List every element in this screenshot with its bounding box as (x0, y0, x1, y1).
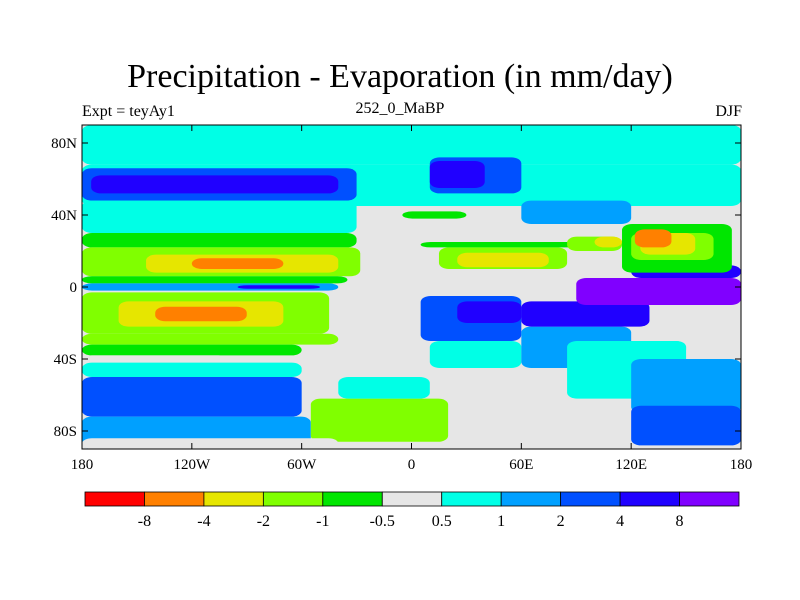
x-tick-label: 60W (287, 457, 317, 473)
colorbar-box (560, 491, 621, 507)
colorbar-label: -2 (257, 513, 270, 530)
field-region (310, 398, 449, 442)
x-tick-label: 180 (71, 457, 94, 473)
x-tick-label: 0 (408, 457, 416, 473)
field-region (82, 344, 302, 356)
field-region (155, 306, 247, 322)
colorbar-box (381, 491, 443, 507)
field-region (576, 278, 741, 305)
colorbar-label: -1 (316, 513, 329, 530)
field-region (82, 200, 357, 233)
colorbar-box (322, 491, 383, 507)
colorbar-box (144, 491, 205, 507)
field-region (82, 377, 302, 417)
colorbar-label: -8 (138, 513, 151, 530)
field-region (402, 211, 467, 219)
field-region (82, 438, 339, 449)
colorbar-box (619, 491, 680, 507)
field-region (634, 229, 672, 248)
field-region (594, 341, 687, 356)
chart-title: Precipitation - Evaporation (in mm/day) (127, 58, 673, 95)
colorbar-label: -4 (197, 513, 210, 530)
colorbar-label: 0.5 (432, 513, 452, 530)
field-region (82, 233, 357, 248)
field-region (338, 377, 430, 399)
field-region (429, 161, 485, 188)
x-tick-label: 120W (173, 457, 211, 473)
field-region (631, 405, 741, 446)
colorbar-label: 2 (557, 513, 565, 530)
y-tick-label: 40S (54, 352, 77, 368)
colorbar-label: 8 (676, 513, 684, 530)
field-region (594, 236, 623, 248)
y-tick-label: 80S (54, 424, 77, 440)
field-region (521, 301, 650, 327)
field-region (429, 341, 522, 368)
colorbar-box (500, 491, 562, 507)
field-region (631, 359, 741, 413)
field-region (82, 125, 741, 165)
field-region (521, 200, 632, 224)
x-tick-label: 60E (509, 457, 533, 473)
x-tick-label: 180 (730, 457, 753, 473)
x-tick-label: 120E (615, 457, 647, 473)
colorbar-box (84, 491, 145, 507)
y-tick-label: 40N (51, 208, 77, 224)
field-region (82, 362, 302, 377)
y-tick-label: 0 (70, 280, 78, 296)
colorbar-label: 1 (497, 513, 505, 530)
field-region (457, 301, 522, 323)
season-label: DJF (715, 103, 742, 120)
field-region (91, 175, 339, 194)
field-region (191, 258, 284, 269)
period-label: 252_0_MaBP (355, 100, 445, 117)
colorbar-label: -0.5 (370, 513, 395, 530)
colorbar-box (203, 491, 264, 507)
field-region (82, 355, 229, 363)
experiment-label: Expt = teyAy1 (82, 103, 175, 120)
field-region (457, 252, 549, 268)
colorbar-box (262, 491, 324, 507)
field-region (82, 333, 339, 345)
field-region (82, 276, 348, 284)
colorbar-box (679, 491, 740, 507)
colorbar-box (441, 491, 502, 507)
field-region (420, 242, 586, 248)
field-region (237, 285, 320, 289)
y-tick-label: 80N (51, 136, 77, 152)
colorbar-label: 4 (616, 513, 624, 530)
